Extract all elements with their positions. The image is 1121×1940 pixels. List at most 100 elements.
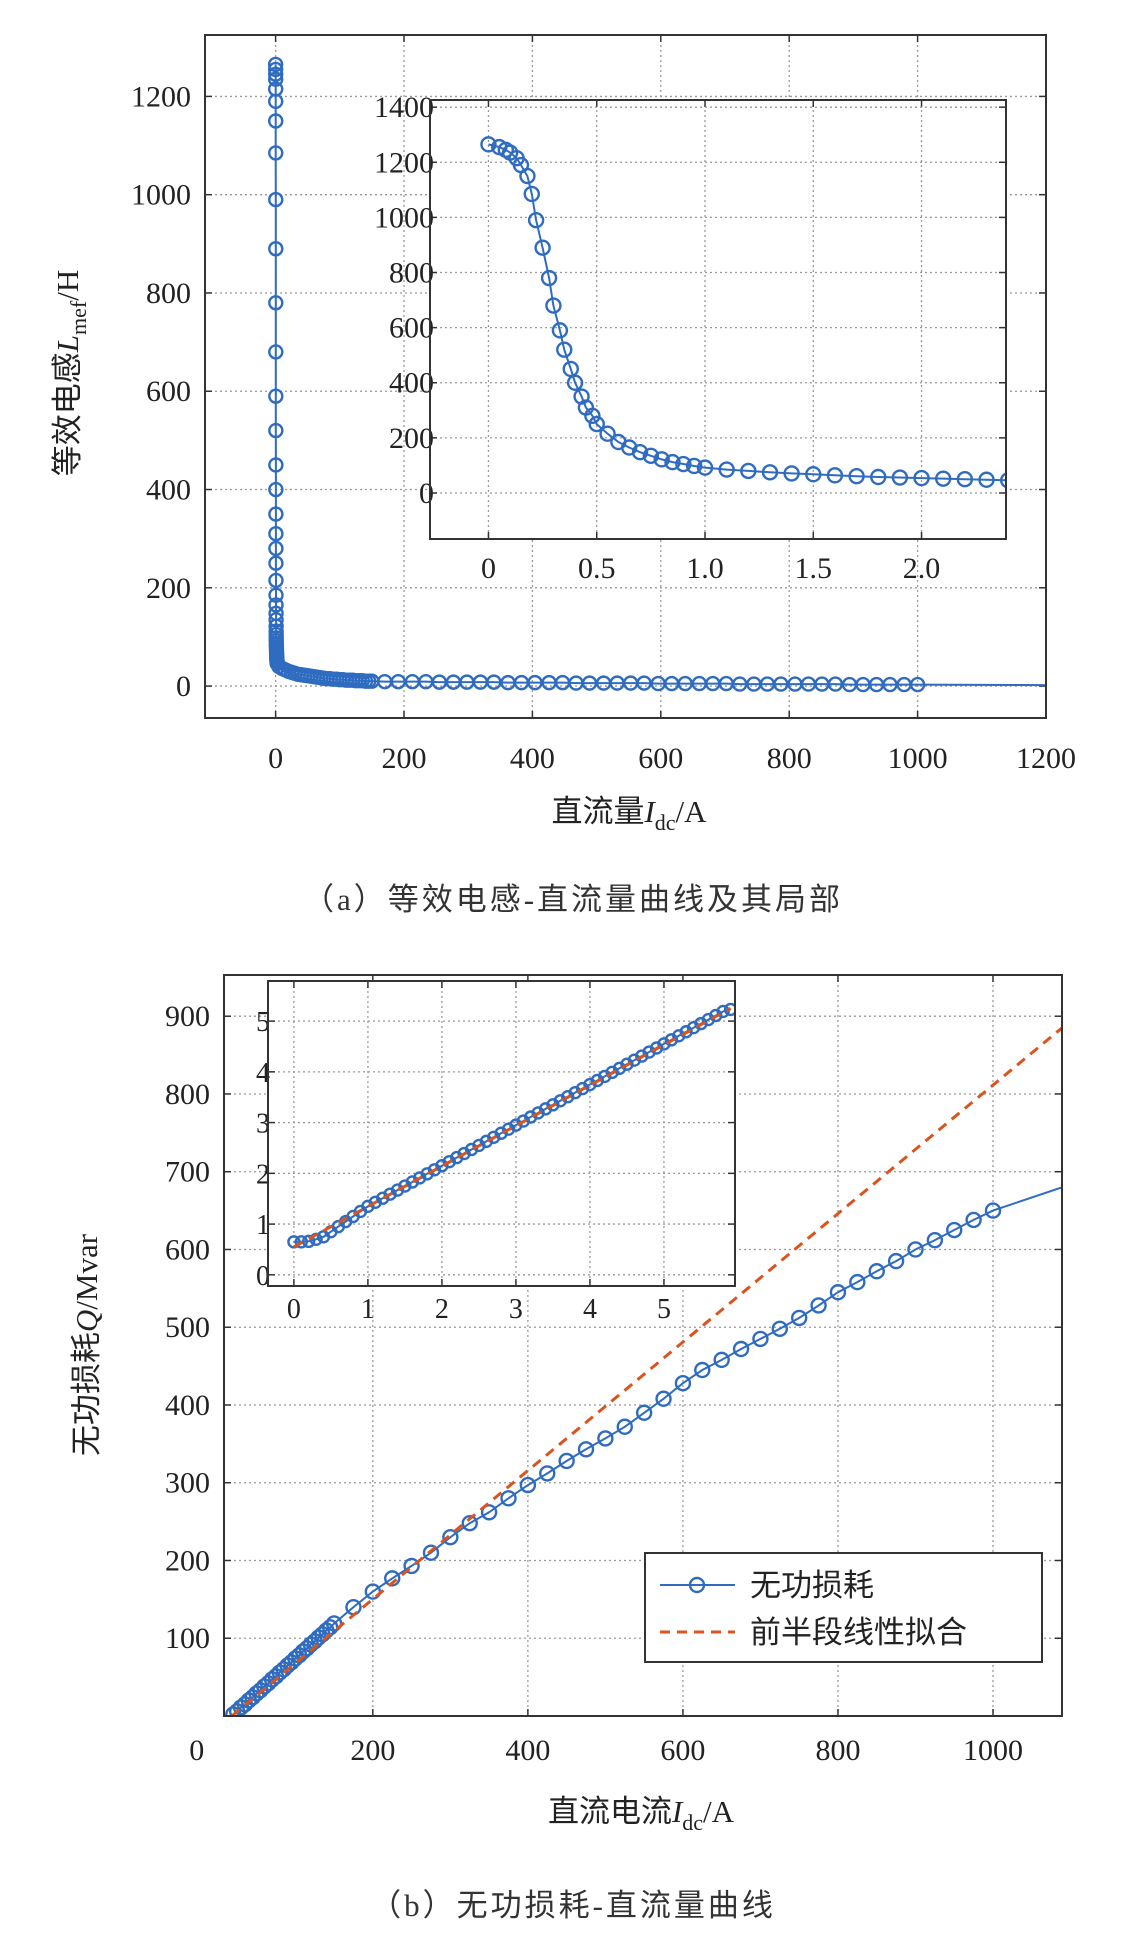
data-point [268, 93, 284, 110]
y-tick-label: 200 [165, 1544, 210, 1577]
data-point [534, 239, 551, 256]
data-point [268, 295, 284, 311]
data-point [635, 1404, 653, 1421]
y-tick-label: 5 [256, 1007, 270, 1038]
y-tick-label: 300 [165, 1467, 210, 1500]
panel-b-main-plot-area [225, 1026, 1062, 1716]
y-tick-label: 200 [389, 422, 434, 455]
legend-box [644, 1552, 1043, 1663]
data-point [675, 455, 692, 473]
data-point [597, 1430, 614, 1447]
y-tick-label: 700 [165, 1156, 210, 1189]
data-point [325, 1615, 343, 1632]
data-point [545, 297, 562, 314]
axis-label-text: 直流电流 [548, 1794, 672, 1829]
data-point [891, 469, 909, 486]
panel-a-inset-frame [429, 99, 1007, 540]
y-tick-label: 1200 [374, 146, 434, 179]
data-point [461, 1514, 478, 1532]
y-tick-label: 4 [256, 1058, 270, 1089]
x-tick-label: 0 [268, 742, 283, 775]
x-tick-label: 400 [510, 742, 555, 775]
data-point [268, 555, 284, 571]
y-tick-label: 1000 [131, 179, 191, 212]
data-point [267, 61, 284, 78]
y-tick-label: 100 [165, 1622, 210, 1655]
x-tick-label: 1 [361, 1294, 375, 1325]
data-point [642, 447, 660, 464]
x-tick-label: 400 [505, 1734, 550, 1767]
data-point [523, 185, 540, 203]
data-point [935, 470, 952, 487]
data-point [268, 191, 284, 208]
data-point [268, 145, 284, 161]
axis-label-variable: I [671, 1794, 684, 1829]
data-point [268, 481, 284, 498]
legend-label-reactive-loss: 无功损耗 [750, 1568, 874, 1603]
data-point [442, 1528, 459, 1546]
panel-b-x-axis-label: 直流电流Idc/A [548, 1794, 735, 1835]
data-point [268, 388, 284, 404]
axis-label-subscript: mef [66, 300, 91, 335]
data-point [870, 468, 887, 486]
y-tick-label: 1 [256, 1210, 270, 1241]
y-tick-label: 900 [165, 1000, 210, 1033]
data-point [887, 1252, 905, 1270]
axis-label-unit: /A [676, 794, 708, 829]
data-point [556, 341, 573, 358]
data-point [577, 1441, 595, 1458]
y-tick-label: 400 [389, 367, 434, 400]
y-tick-label: 1000 [374, 201, 434, 234]
panel-a-caption: （a）等效电感-直流量曲线及其局部 [303, 882, 843, 917]
data-point [480, 1504, 498, 1521]
y-tick-label: 600 [146, 375, 191, 408]
data-point [268, 113, 284, 129]
data-point [956, 470, 974, 488]
x-tick-label: 600 [638, 742, 683, 775]
y-tick-label: 1400 [374, 91, 434, 124]
data-point [527, 211, 545, 229]
y-tick-label: 2 [256, 1159, 270, 1190]
data-point [716, 1004, 730, 1019]
data-point [694, 1361, 711, 1379]
data-point [978, 471, 995, 488]
data-point [653, 451, 670, 468]
x-tick-label: 200 [382, 742, 427, 775]
data-point [907, 1241, 924, 1258]
panel-a-main-frame [204, 34, 1047, 719]
data-point [829, 1284, 847, 1301]
data-point [422, 1544, 440, 1561]
legend-label-linear-fit: 前半段线性拟合 [750, 1615, 967, 1650]
axis-label-subscript: dc [655, 810, 676, 835]
data-point [267, 66, 284, 83]
data-point [926, 1231, 944, 1249]
x-tick-label: 600 [660, 1734, 705, 1767]
data-point [302, 1234, 316, 1249]
panel-b-main-frame [223, 974, 1063, 1717]
axis-label-text: 等效电感 [50, 352, 85, 476]
data-point [685, 457, 703, 475]
data-point [268, 344, 284, 360]
axis-label-unit: /A [703, 1794, 735, 1829]
axis-label-variable: I [643, 794, 656, 829]
y-tick-label: 3 [256, 1109, 270, 1140]
y-tick-label: 200 [146, 572, 191, 605]
x-tick-label: 3 [509, 1294, 523, 1325]
data-point [268, 612, 284, 628]
y-tick-label: 600 [389, 312, 434, 345]
data-point [403, 1557, 420, 1575]
data-point [946, 1221, 963, 1239]
data-point [965, 1211, 982, 1229]
x-tick-label: 0.5 [578, 552, 616, 585]
data-point [588, 415, 605, 433]
x-tick-label: 800 [767, 742, 812, 775]
panel-b-caption: （b）无功损耗-直流量曲线 [370, 1888, 776, 1923]
panel-a-y-axis-label: 等效电感Lmef/H [50, 270, 91, 476]
data-point [268, 572, 284, 589]
data-point [771, 1320, 789, 1337]
x-tick-label: 2 [435, 1294, 449, 1325]
data-point [752, 1330, 769, 1348]
data-point [791, 1309, 808, 1327]
data-point [732, 1340, 750, 1358]
data-point [268, 597, 284, 613]
